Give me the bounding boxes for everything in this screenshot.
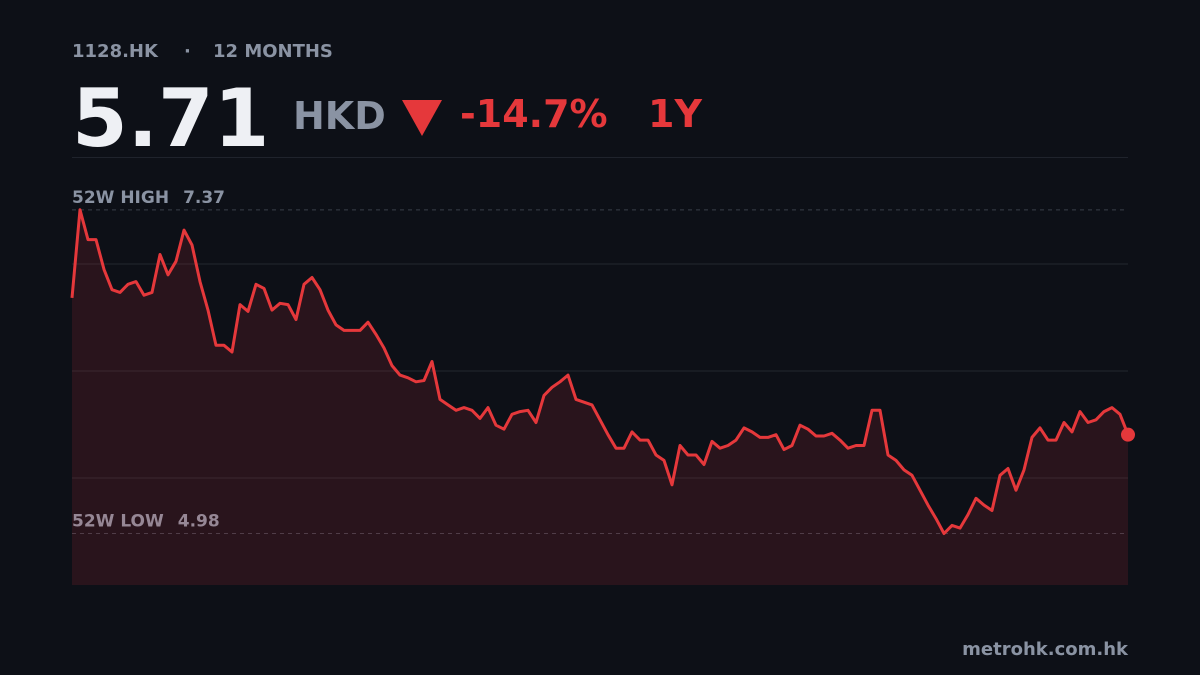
symbol: 1128.HK — [72, 41, 159, 62]
last-point — [1121, 427, 1135, 442]
range: 1Y — [648, 92, 702, 136]
plot: 52W HIGH 7.37 52W LOW 4.98 — [70, 188, 1135, 586]
currency: HKD — [293, 94, 386, 138]
source: metrohk.com.hk — [962, 639, 1129, 660]
period: 12 MONTHS — [213, 41, 333, 62]
change-arrow — [402, 100, 442, 136]
separator: · — [184, 41, 191, 62]
high-value: 7.37 — [183, 188, 225, 208]
high-label: 52W HIGH — [72, 188, 169, 208]
low-label: 52W LOW — [72, 512, 164, 532]
low-value: 4.98 — [178, 512, 220, 532]
price-line — [70, 208, 1130, 535]
price: 5.71 — [72, 72, 269, 165]
change: -14.7% — [460, 92, 608, 136]
area-fill — [72, 209, 1128, 586]
